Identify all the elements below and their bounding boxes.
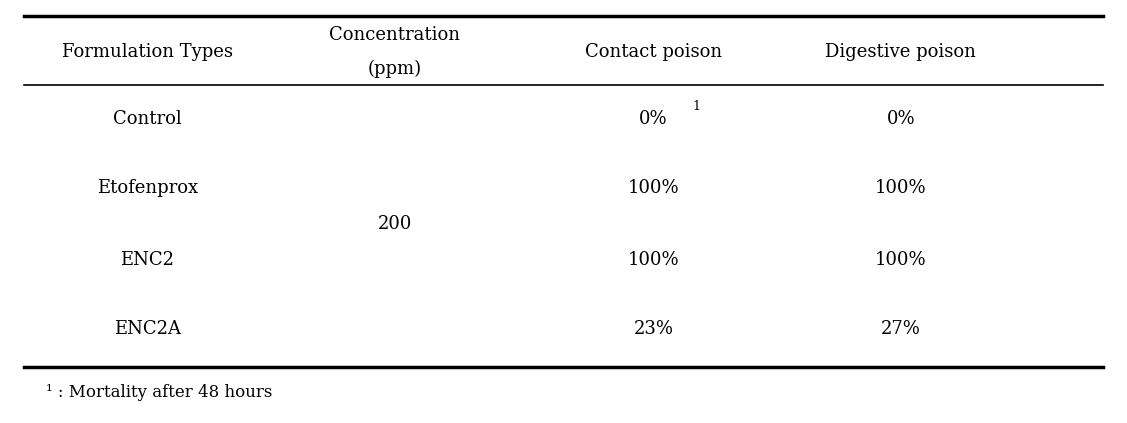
- Text: 0%: 0%: [887, 110, 915, 128]
- Text: Formulation Types: Formulation Types: [62, 43, 233, 61]
- Text: ENC2A: ENC2A: [114, 320, 181, 338]
- Text: 100%: 100%: [628, 179, 680, 198]
- Text: 0%: 0%: [639, 110, 668, 128]
- Text: 27%: 27%: [881, 320, 921, 338]
- Text: Control: Control: [113, 110, 181, 128]
- Text: ¹ : Mortality after 48 hours: ¹ : Mortality after 48 hours: [46, 384, 273, 401]
- Text: 100%: 100%: [628, 251, 680, 269]
- Text: Concentration: Concentration: [329, 26, 460, 44]
- Text: ENC2: ENC2: [121, 251, 175, 269]
- Text: 200: 200: [378, 215, 412, 233]
- Text: Digestive poison: Digestive poison: [825, 43, 976, 61]
- Text: 23%: 23%: [633, 320, 674, 338]
- Text: 100%: 100%: [875, 179, 926, 198]
- Text: Etofenprox: Etofenprox: [97, 179, 198, 198]
- Text: Contact poison: Contact poison: [585, 43, 722, 61]
- Text: 1: 1: [692, 100, 700, 113]
- Text: 100%: 100%: [875, 251, 926, 269]
- Text: (ppm): (ppm): [367, 60, 421, 78]
